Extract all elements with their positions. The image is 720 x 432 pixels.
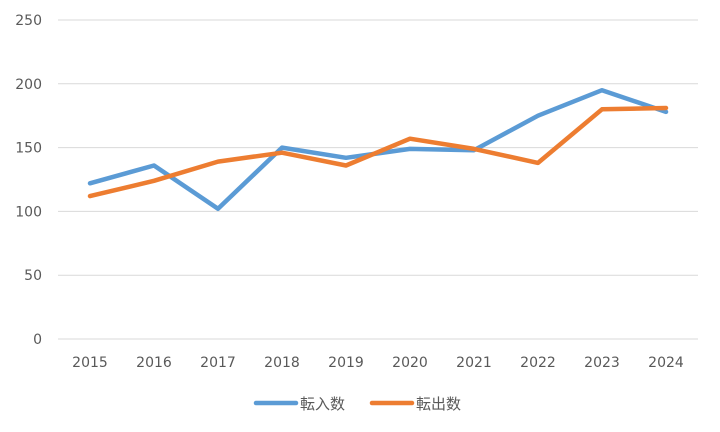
legend: 転入数 転出数 [253, 395, 461, 413]
y-tick-label: 250 [15, 13, 42, 29]
y-tick-label: 200 [15, 77, 42, 93]
x-tick-label: 2018 [264, 355, 300, 371]
y-tick-label: 0 [33, 332, 42, 348]
x-tick-label: 2020 [392, 355, 428, 371]
x-tick-label: 2015 [72, 355, 108, 371]
series-line-2 [87, 105, 669, 199]
legend-label-2: 転出数 [416, 395, 461, 413]
x-axis-tick-labels: 2015 2016 2017 2018 2019 2020 2021 2022 2023 2024 [72, 355, 684, 371]
gridlines [58, 19, 698, 340]
x-tick-label: 2019 [328, 355, 364, 371]
y-tick-label: 150 [15, 141, 42, 157]
x-tick-label: 2024 [648, 355, 684, 371]
y-tick-label: 100 [15, 204, 42, 220]
x-tick-label: 2017 [200, 355, 236, 371]
x-tick-label: 2016 [136, 355, 172, 371]
x-tick-label: 2022 [520, 355, 556, 371]
series-lines [87, 87, 669, 212]
series-line-1 [87, 87, 669, 212]
y-axis-tick-labels: 0 50 100 150 200 250 [15, 13, 42, 348]
x-tick-label: 2023 [584, 355, 620, 371]
legend-label-1: 転入数 [300, 395, 345, 413]
x-tick-label: 2021 [456, 355, 492, 371]
y-tick-label: 50 [24, 268, 42, 284]
